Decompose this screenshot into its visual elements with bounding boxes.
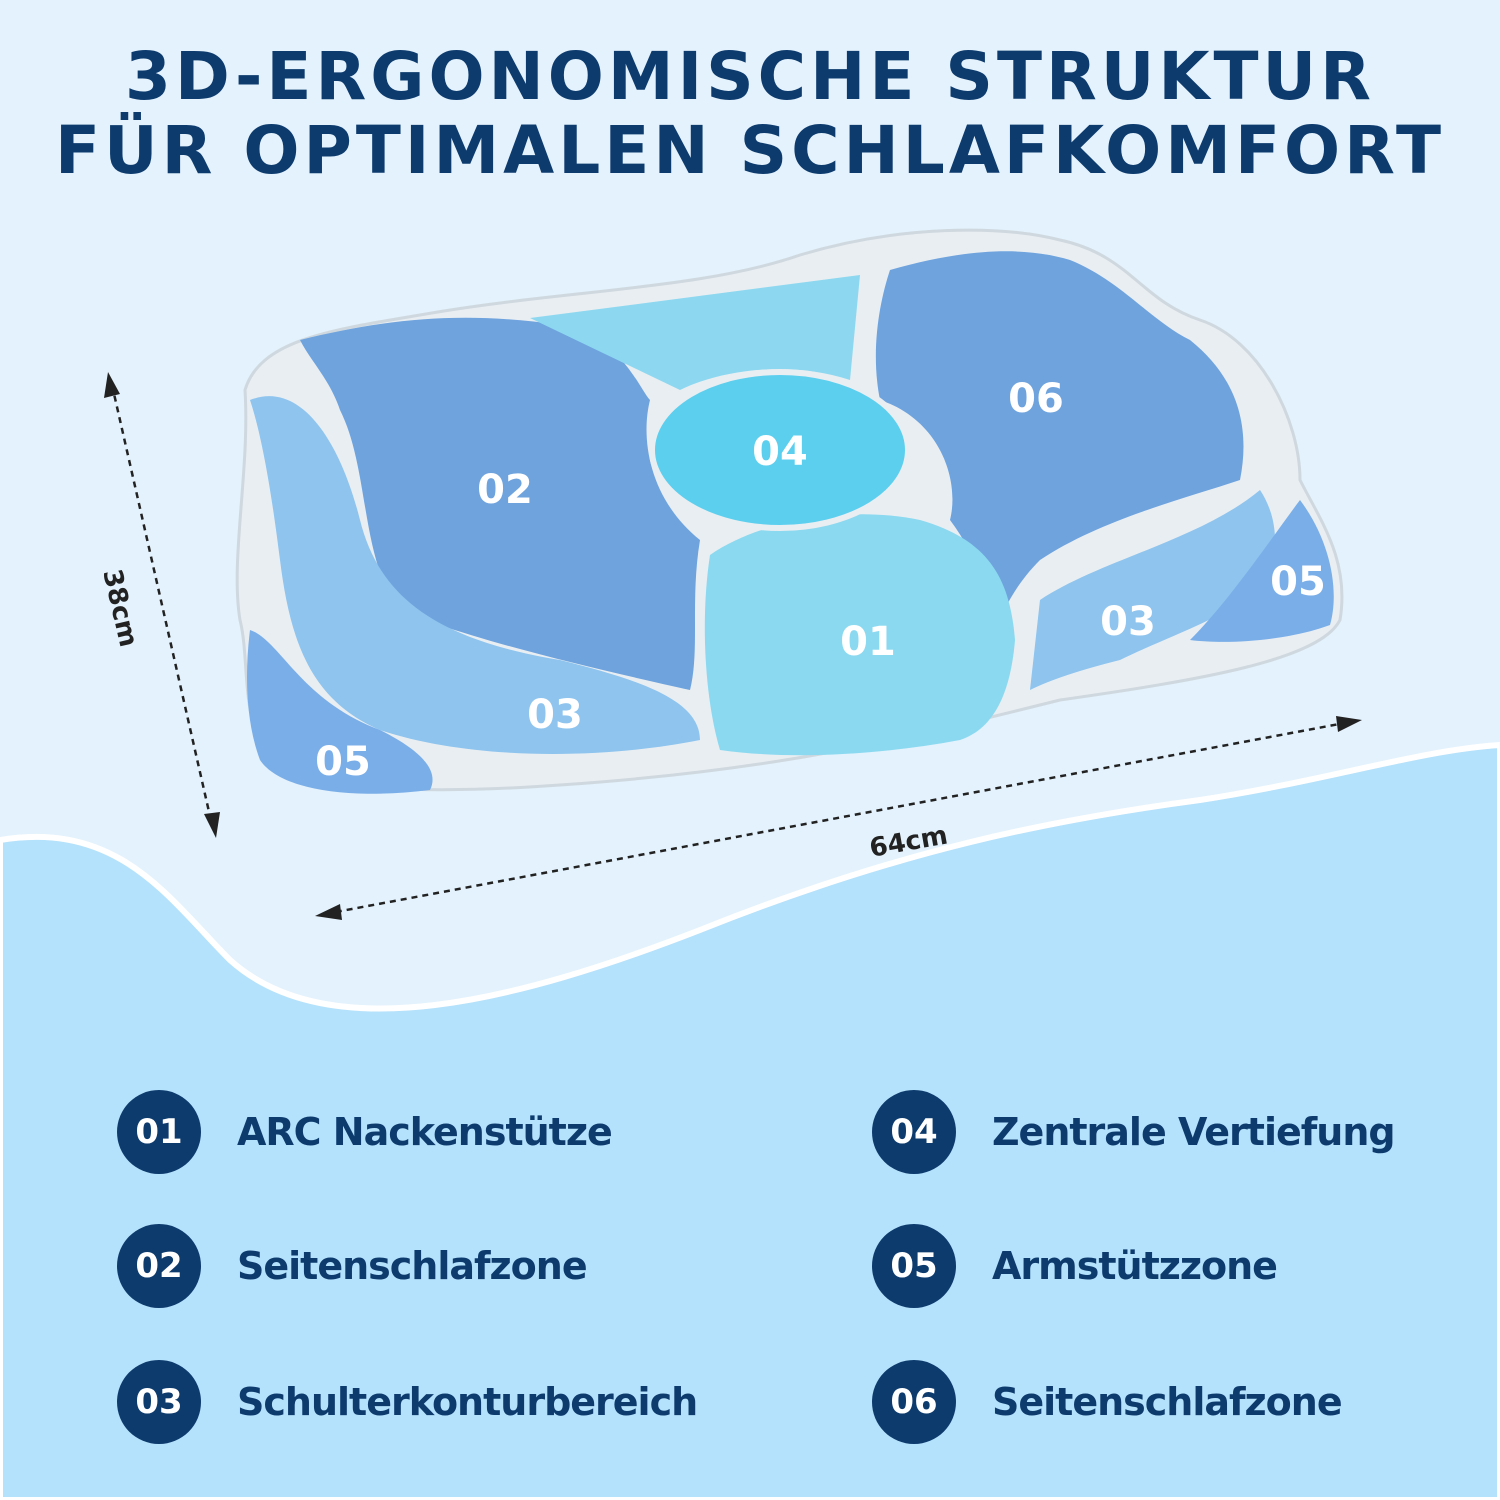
page-title: 3D-ERGONOMISCHE STRUKTUR FÜR OPTIMALEN S… xyxy=(0,40,1500,188)
zone-05-right-shape xyxy=(1190,500,1334,642)
number-badge: 04 xyxy=(872,1090,956,1174)
legend-label: Armstützzone xyxy=(992,1244,1278,1288)
title-line-1: 3D-ERGONOMISCHE STRUKTUR xyxy=(125,38,1375,115)
legend-item-05: 05 Armstützzone xyxy=(872,1224,1278,1308)
legend-item-03: 03 Schulterkonturbereich xyxy=(117,1360,698,1444)
number-badge: 05 xyxy=(872,1224,956,1308)
zone-top-shape xyxy=(530,275,860,390)
legend-label: Seitenschlafzone xyxy=(992,1380,1343,1424)
number-badge: 03 xyxy=(117,1360,201,1444)
zone-label-03-right: 03 xyxy=(1100,599,1156,645)
zone-label-02: 02 xyxy=(477,467,533,513)
zone-label-04: 04 xyxy=(752,429,808,475)
zone-03-right-shape xyxy=(1030,490,1275,690)
zone-03-left-shape xyxy=(250,396,700,754)
legend-label: Seitenschlafzone xyxy=(237,1244,588,1288)
number-badge: 02 xyxy=(117,1224,201,1308)
legend-item-02: 02 Seitenschlafzone xyxy=(117,1224,588,1308)
zone-label-06: 06 xyxy=(1008,376,1064,422)
wave-background xyxy=(0,741,1500,1500)
height-label: 38cm xyxy=(96,566,143,649)
zone-04-shape xyxy=(649,369,911,531)
zone-label-05-right: 05 xyxy=(1270,559,1326,605)
title-line-2: FÜR OPTIMALEN SCHLAFKOMFORT xyxy=(54,112,1446,189)
zone-label-01: 01 xyxy=(840,619,896,665)
legend-label: ARC Nackenstütze xyxy=(237,1110,613,1154)
height-dimension-arrow xyxy=(104,372,220,838)
zone-label-03-left: 03 xyxy=(527,692,583,738)
zone-label-05-left: 05 xyxy=(315,739,371,785)
zone-05-left-shape xyxy=(247,630,433,794)
width-dimension-arrow xyxy=(315,716,1362,920)
legend-item-01: 01 ARC Nackenstütze xyxy=(117,1090,613,1174)
legend-label: Zentrale Vertiefung xyxy=(992,1110,1396,1154)
legend-item-06: 06 Seitenschlafzone xyxy=(872,1360,1343,1444)
legend-label: Schulterkonturbereich xyxy=(237,1380,698,1424)
number-badge: 01 xyxy=(117,1090,201,1174)
zone-01-shape xyxy=(704,514,1015,756)
legend-item-04: 04 Zentrale Vertiefung xyxy=(872,1090,1396,1174)
number-badge: 06 xyxy=(872,1360,956,1444)
